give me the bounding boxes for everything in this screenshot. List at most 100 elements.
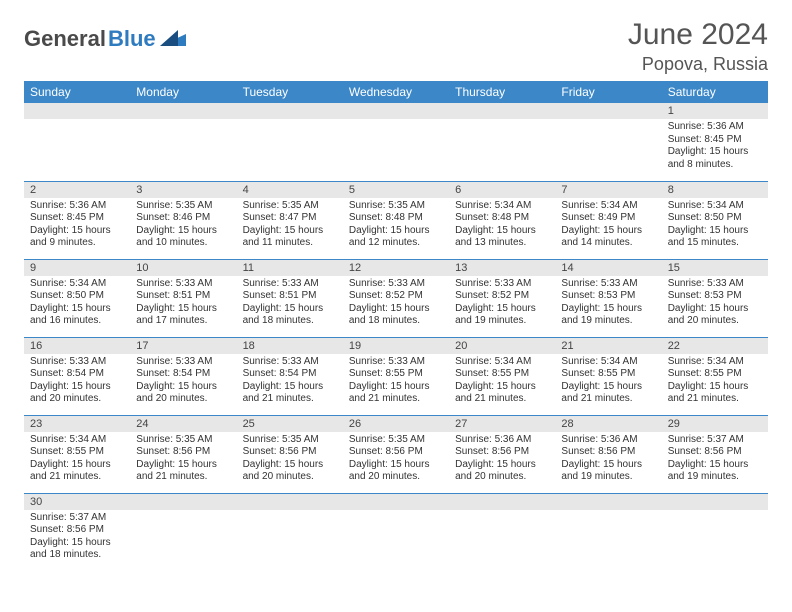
- sunrise-text: Sunrise: 5:33 AM: [349, 278, 443, 291]
- sunrise-text: Sunrise: 5:34 AM: [561, 200, 655, 213]
- cell-body: Sunrise: 5:34 AMSunset: 8:48 PMDaylight:…: [449, 198, 555, 254]
- calendar-week: 9Sunrise: 5:34 AMSunset: 8:50 PMDaylight…: [24, 259, 768, 337]
- logo-mark-icon: [160, 28, 186, 51]
- calendar-table: Sunday Monday Tuesday Wednesday Thursday…: [24, 81, 768, 571]
- sunrise-text: Sunrise: 5:34 AM: [30, 434, 124, 447]
- day-header: Thursday: [449, 81, 555, 103]
- sunset-text: Sunset: 8:56 PM: [455, 446, 549, 459]
- cell-body: Sunrise: 5:33 AMSunset: 8:52 PMDaylight:…: [449, 276, 555, 332]
- sunrise-text: Sunrise: 5:35 AM: [349, 200, 443, 213]
- daylight-text: Daylight: 15 hours and 21 minutes.: [136, 459, 230, 484]
- calendar-cell: 12Sunrise: 5:33 AMSunset: 8:52 PMDayligh…: [343, 259, 449, 337]
- sunset-text: Sunset: 8:52 PM: [455, 290, 549, 303]
- calendar-cell: 18Sunrise: 5:33 AMSunset: 8:54 PMDayligh…: [237, 337, 343, 415]
- daylight-text: Daylight: 15 hours and 10 minutes.: [136, 225, 230, 250]
- calendar-cell: 30Sunrise: 5:37 AMSunset: 8:56 PMDayligh…: [24, 493, 130, 571]
- calendar-cell: [237, 493, 343, 571]
- cell-body: Sunrise: 5:35 AMSunset: 8:47 PMDaylight:…: [237, 198, 343, 254]
- calendar-week: 23Sunrise: 5:34 AMSunset: 8:55 PMDayligh…: [24, 415, 768, 493]
- day-number: 6: [449, 182, 555, 198]
- sunset-text: Sunset: 8:45 PM: [668, 134, 762, 147]
- calendar-week: 16Sunrise: 5:33 AMSunset: 8:54 PMDayligh…: [24, 337, 768, 415]
- daylight-text: Daylight: 15 hours and 20 minutes.: [30, 381, 124, 406]
- daylight-text: Daylight: 15 hours and 19 minutes.: [561, 459, 655, 484]
- day-number: 26: [343, 416, 449, 432]
- sunset-text: Sunset: 8:47 PM: [243, 212, 337, 225]
- sunset-text: Sunset: 8:46 PM: [136, 212, 230, 225]
- day-number: 13: [449, 260, 555, 276]
- daylight-text: Daylight: 15 hours and 20 minutes.: [243, 459, 337, 484]
- daylight-text: Daylight: 15 hours and 21 minutes.: [668, 381, 762, 406]
- sunrise-text: Sunrise: 5:33 AM: [136, 278, 230, 291]
- calendar-cell: 25Sunrise: 5:35 AMSunset: 8:56 PMDayligh…: [237, 415, 343, 493]
- calendar-cell: 9Sunrise: 5:34 AMSunset: 8:50 PMDaylight…: [24, 259, 130, 337]
- daylight-text: Daylight: 15 hours and 15 minutes.: [668, 225, 762, 250]
- calendar-week: 30Sunrise: 5:37 AMSunset: 8:56 PMDayligh…: [24, 493, 768, 571]
- cell-body: Sunrise: 5:33 AMSunset: 8:53 PMDaylight:…: [555, 276, 661, 332]
- day-header: Monday: [130, 81, 236, 103]
- day-number: 4: [237, 182, 343, 198]
- daylight-text: Daylight: 15 hours and 20 minutes.: [455, 459, 549, 484]
- sunrise-text: Sunrise: 5:35 AM: [243, 434, 337, 447]
- sunrise-text: Sunrise: 5:35 AM: [136, 200, 230, 213]
- calendar-cell: 13Sunrise: 5:33 AMSunset: 8:52 PMDayligh…: [449, 259, 555, 337]
- calendar-cell: [343, 103, 449, 181]
- sunset-text: Sunset: 8:53 PM: [561, 290, 655, 303]
- daylight-text: Daylight: 15 hours and 19 minutes.: [455, 303, 549, 328]
- cell-body: Sunrise: 5:34 AMSunset: 8:50 PMDaylight:…: [662, 198, 768, 254]
- sunrise-text: Sunrise: 5:33 AM: [455, 278, 549, 291]
- cell-body: Sunrise: 5:34 AMSunset: 8:55 PMDaylight:…: [449, 354, 555, 410]
- sunset-text: Sunset: 8:55 PM: [561, 368, 655, 381]
- calendar-cell: 24Sunrise: 5:35 AMSunset: 8:56 PMDayligh…: [130, 415, 236, 493]
- sunrise-text: Sunrise: 5:33 AM: [243, 356, 337, 369]
- calendar-cell: 3 Sunrise: 5:35 AMSunset: 8:46 PMDaylight…: [130, 181, 236, 259]
- calendar-cell: 20Sunrise: 5:34 AMSunset: 8:55 PMDayligh…: [449, 337, 555, 415]
- header: General Blue June 2024 Popova, Russia: [24, 18, 768, 75]
- daylight-text: Daylight: 15 hours and 21 minutes.: [561, 381, 655, 406]
- day-number: [24, 103, 130, 119]
- cell-body: Sunrise: 5:34 AMSunset: 8:55 PMDaylight:…: [555, 354, 661, 410]
- day-number: 19: [343, 338, 449, 354]
- day-number: [130, 103, 236, 119]
- calendar-cell: 27Sunrise: 5:36 AMSunset: 8:56 PMDayligh…: [449, 415, 555, 493]
- calendar-cell: [130, 493, 236, 571]
- day-number: 10: [130, 260, 236, 276]
- sunset-text: Sunset: 8:52 PM: [349, 290, 443, 303]
- day-number: 17: [130, 338, 236, 354]
- daylight-text: Daylight: 15 hours and 21 minutes.: [30, 459, 124, 484]
- daylight-text: Daylight: 15 hours and 20 minutes.: [349, 459, 443, 484]
- sunset-text: Sunset: 8:55 PM: [668, 368, 762, 381]
- day-header: Wednesday: [343, 81, 449, 103]
- day-number: 27: [449, 416, 555, 432]
- calendar-cell: [449, 493, 555, 571]
- sunset-text: Sunset: 8:45 PM: [30, 212, 124, 225]
- daylight-text: Daylight: 15 hours and 8 minutes.: [668, 146, 762, 171]
- calendar-cell: [449, 103, 555, 181]
- day-number: [555, 103, 661, 119]
- sunset-text: Sunset: 8:56 PM: [561, 446, 655, 459]
- day-number: 12: [343, 260, 449, 276]
- sunset-text: Sunset: 8:53 PM: [668, 290, 762, 303]
- sunset-text: Sunset: 8:48 PM: [349, 212, 443, 225]
- sunrise-text: Sunrise: 5:34 AM: [455, 200, 549, 213]
- cell-body: Sunrise: 5:35 AMSunset: 8:56 PMDaylight:…: [130, 432, 236, 488]
- calendar-cell: 28Sunrise: 5:36 AMSunset: 8:56 PMDayligh…: [555, 415, 661, 493]
- day-number: 3: [130, 182, 236, 198]
- day-number: 22: [662, 338, 768, 354]
- calendar-week: 1Sunrise: 5:36 AMSunset: 8:45 PMDaylight…: [24, 103, 768, 181]
- calendar-cell: 23Sunrise: 5:34 AMSunset: 8:55 PMDayligh…: [24, 415, 130, 493]
- daylight-text: Daylight: 15 hours and 13 minutes.: [455, 225, 549, 250]
- day-number: [555, 494, 661, 510]
- daylight-text: Daylight: 15 hours and 14 minutes.: [561, 225, 655, 250]
- calendar-cell: 11Sunrise: 5:33 AMSunset: 8:51 PMDayligh…: [237, 259, 343, 337]
- cell-body: Sunrise: 5:33 AMSunset: 8:54 PMDaylight:…: [24, 354, 130, 410]
- cell-body: Sunrise: 5:36 AMSunset: 8:45 PMDaylight:…: [24, 198, 130, 254]
- cell-body: Sunrise: 5:33 AMSunset: 8:52 PMDaylight:…: [343, 276, 449, 332]
- day-header: Tuesday: [237, 81, 343, 103]
- daylight-text: Daylight: 15 hours and 19 minutes.: [668, 459, 762, 484]
- calendar-cell: 15Sunrise: 5:33 AMSunset: 8:53 PMDayligh…: [662, 259, 768, 337]
- sunset-text: Sunset: 8:54 PM: [243, 368, 337, 381]
- daylight-text: Daylight: 15 hours and 20 minutes.: [668, 303, 762, 328]
- day-header: Saturday: [662, 81, 768, 103]
- sunset-text: Sunset: 8:51 PM: [243, 290, 337, 303]
